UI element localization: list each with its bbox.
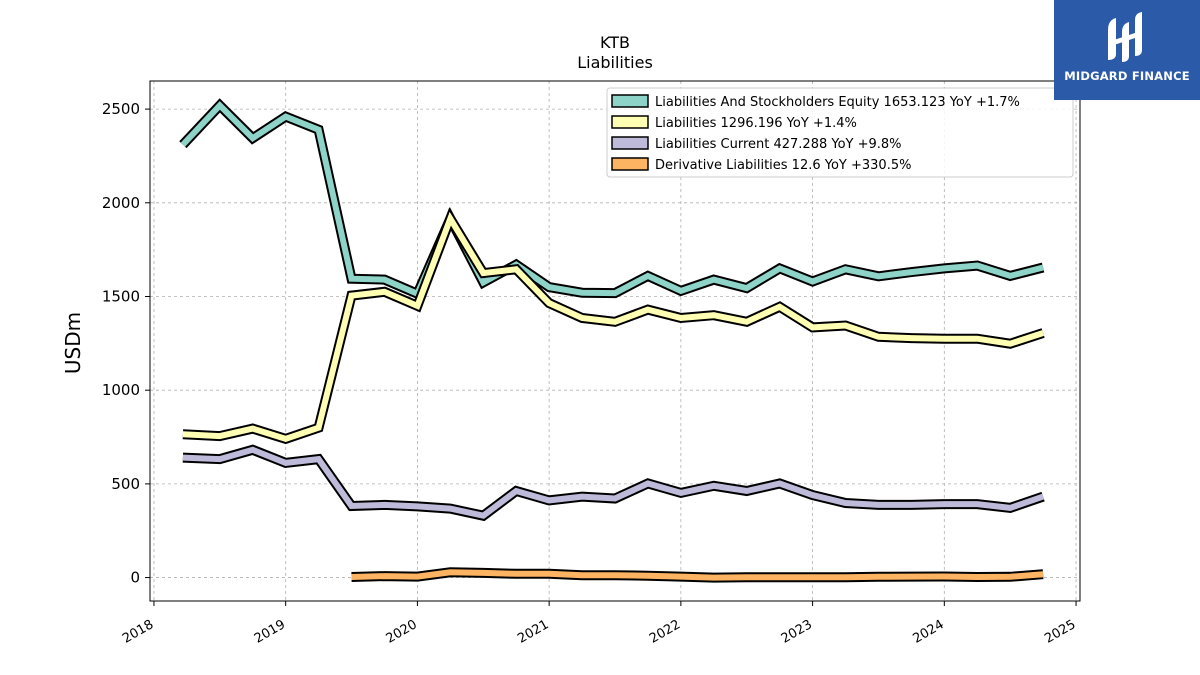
- series-line: [182, 211, 1045, 443]
- series-line-outline: [182, 207, 1045, 445]
- x-tick-label: 2018: [120, 617, 156, 647]
- legend-label: Liabilities Current 427.288 YoY +9.8%: [655, 137, 902, 152]
- legend-swatch: [611, 136, 649, 150]
- midgard-finance-logo: MIDGARD FINANCE: [1054, 0, 1200, 100]
- series-line: [180, 101, 1044, 298]
- y-tick-label: 500: [111, 475, 140, 493]
- legend-label: Derivative Liabilities 12.6 YoY +330.5%: [655, 158, 911, 173]
- series-1: [182, 207, 1045, 445]
- x-tick-label: 2020: [384, 617, 420, 647]
- x-tick-label: 2021: [515, 617, 551, 647]
- y-tick-label: 1500: [102, 287, 140, 305]
- series-line: [182, 446, 1045, 519]
- plot-frame: [149, 80, 1081, 602]
- y-tick-label: 2000: [102, 194, 140, 212]
- x-tick-label: 2019: [252, 617, 288, 647]
- legend-swatch: [611, 94, 649, 108]
- legend-label: Liabilities And Stockholders Equity 1653…: [655, 95, 1020, 110]
- y-tick-label: 2500: [102, 100, 140, 118]
- x-tick-label: 2022: [647, 617, 683, 647]
- legend-swatch: [611, 115, 649, 129]
- chart-title: KTB: [600, 33, 630, 52]
- legend-box: [606, 87, 1074, 178]
- legend: Liabilities And Stockholders Equity 1653…: [606, 87, 1074, 178]
- y-tick-label: 1000: [102, 381, 140, 399]
- legend-swatch: [611, 157, 649, 171]
- series-3: [351, 567, 1044, 583]
- series-lines: [179, 98, 1045, 583]
- logo-mark-icon: [1108, 12, 1142, 62]
- x-tick-label: 2025: [1042, 617, 1078, 647]
- legend-label: Liabilities 1296.196 YoY +1.4%: [655, 116, 857, 131]
- series-2: [182, 444, 1045, 522]
- x-tick-label: 2024: [910, 617, 946, 647]
- x-tick-label: 2023: [779, 617, 815, 647]
- chart-subtitle: Liabilities: [577, 53, 653, 72]
- logo-text: MIDGARD FINANCE: [1064, 69, 1190, 83]
- y-tick-label: 0: [130, 569, 140, 587]
- y-axis-label: USDm: [61, 312, 85, 374]
- series-line: [351, 569, 1044, 581]
- series-0: [179, 98, 1045, 301]
